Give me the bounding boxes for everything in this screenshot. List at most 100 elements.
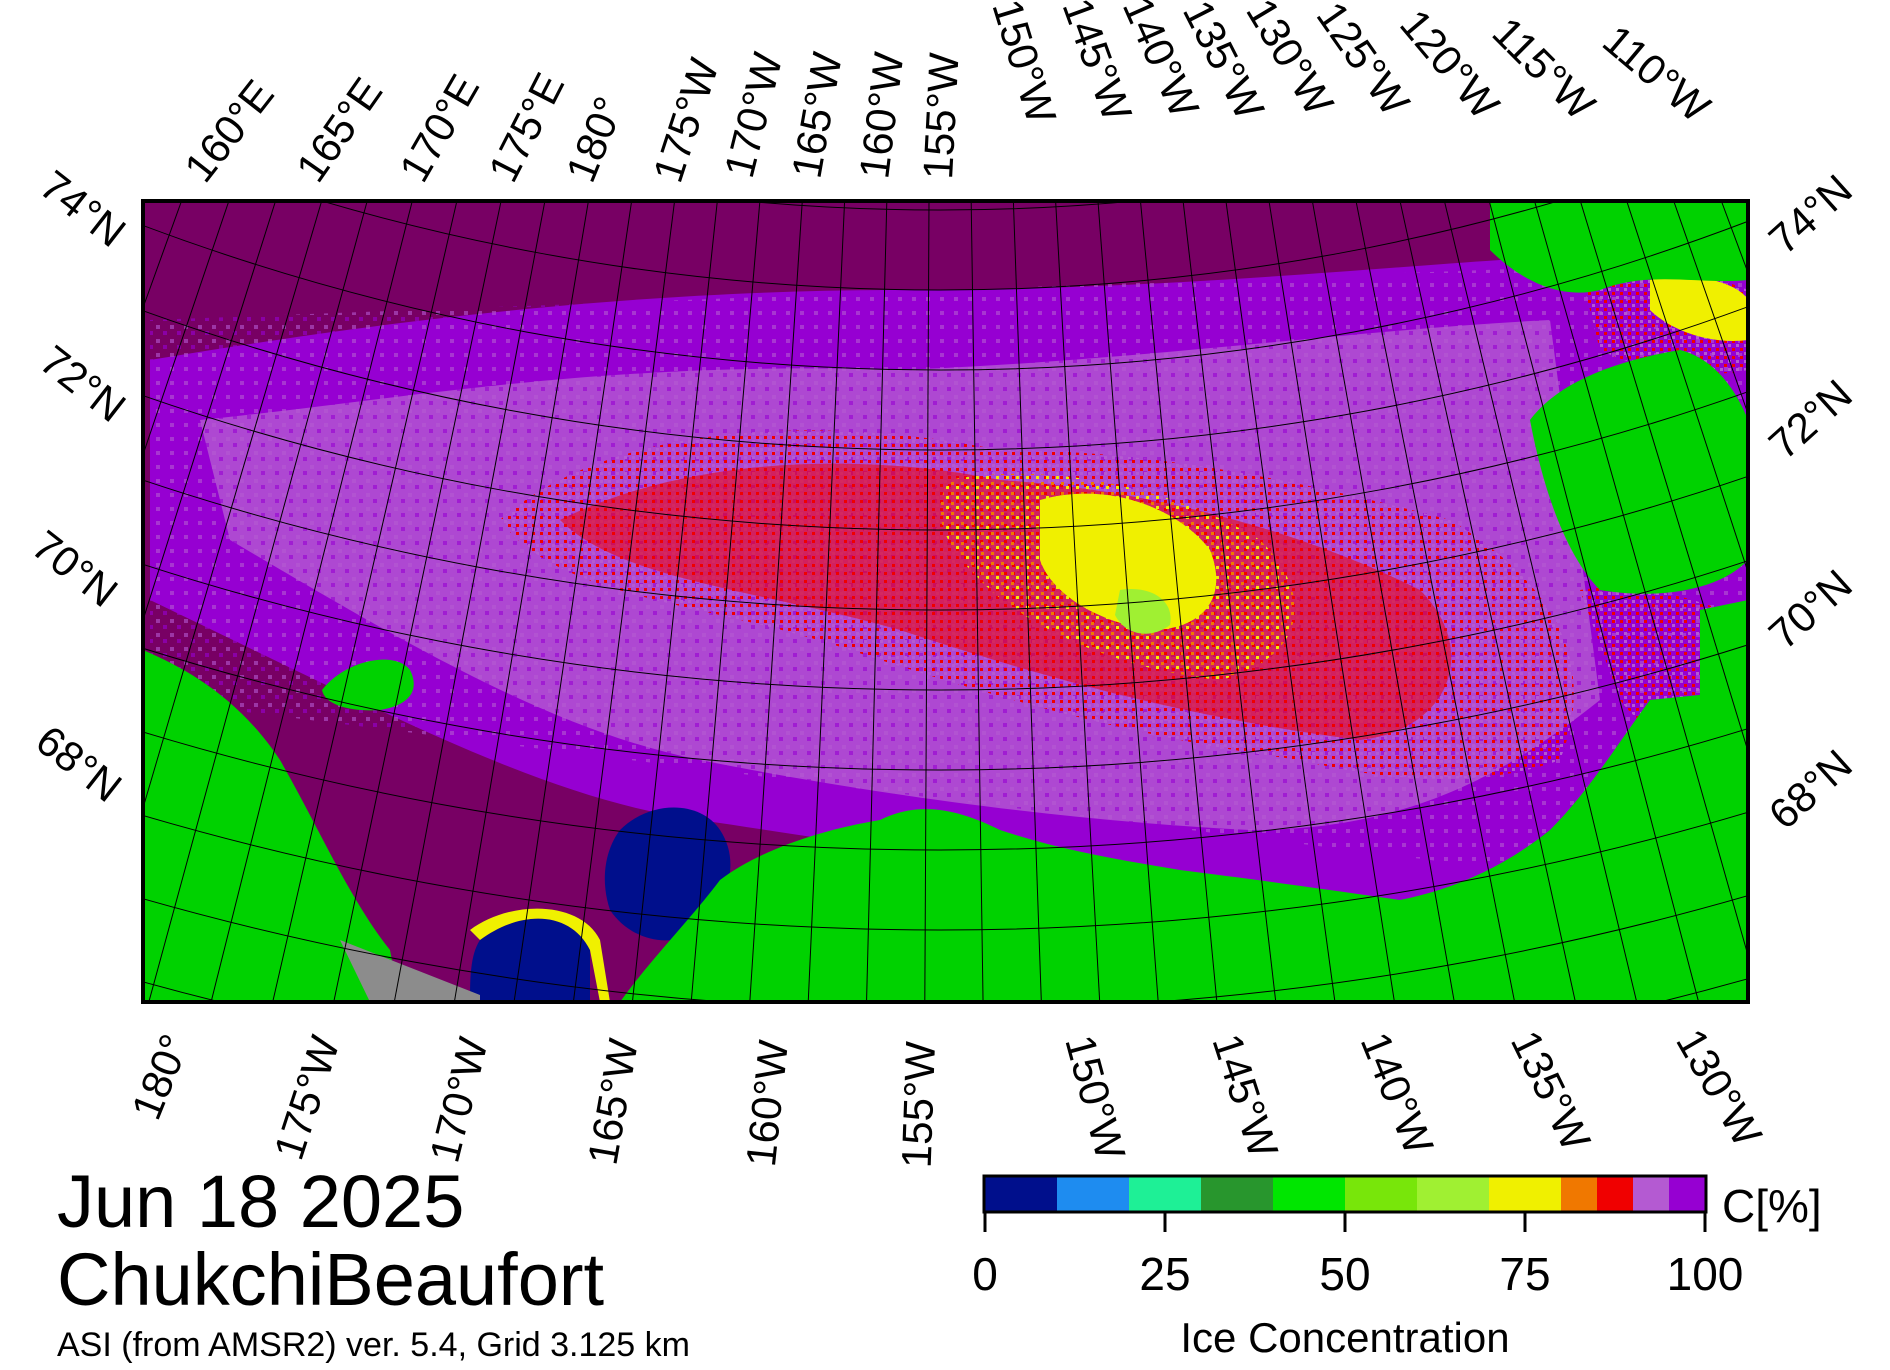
longitude-line	[333, 201, 502, 1002]
land-wrangel-island	[322, 659, 414, 711]
lon-label-bottom-165w: 165°W	[579, 1035, 647, 1168]
colorbar-tick-75: 75	[1499, 1248, 1550, 1300]
longitude-line	[1821, 0, 1890, 1062]
longitude-line	[631, 201, 718, 1002]
lat-label-74n-left: 74°N	[31, 161, 134, 256]
longitude-line	[1268, 201, 1395, 1002]
longitude-line	[272, 201, 458, 1002]
lon-label-bottom-160w: 160°W	[737, 1038, 797, 1169]
colorbar-tick-100: 100	[1667, 1248, 1744, 1300]
colorbar-bin	[1597, 1177, 1633, 1211]
lon-label-bottom-140w: 140°W	[1352, 1026, 1443, 1161]
left-lat-labels: 74°N 72°N 70°N 68°N	[23, 161, 134, 811]
longitude-line	[0, 0, 4, 1016]
land-siberia	[143, 650, 400, 1002]
longitude-line	[1055, 201, 1101, 1002]
colorbar-tick-25: 25	[1139, 1248, 1190, 1300]
source-line: ASI (from AMSR2) ver. 5.4, Grid 3.125 km	[57, 1326, 690, 1364]
longitude-line	[1534, 201, 1748, 958]
ice-ne-yellow	[1650, 276, 1748, 341]
longitude-line	[513, 201, 633, 1002]
right-lat-labels: 74°N 72°N 70°N 68°N	[1760, 165, 1861, 838]
longitude-line	[1488, 201, 1700, 1002]
lon-label-top-150w: 150°W	[983, 0, 1065, 129]
colorbar-tick-50: 50	[1319, 1248, 1370, 1300]
region-label: ChukchiBeaufort	[57, 1238, 605, 1321]
lon-label-bottom-130w: 130°W	[1667, 1021, 1771, 1154]
longitude-line	[924, 201, 930, 1002]
lat-label-72n-left: 72°N	[31, 336, 134, 431]
longitude-line	[1785, 0, 1890, 1091]
map-frame	[141, 199, 1750, 1004]
colorbar-tick-0: 0	[972, 1248, 998, 1300]
longitude-line	[690, 201, 761, 1002]
longitude-line	[749, 201, 803, 1002]
longitude-line	[143, 201, 277, 622]
longitude-line	[1311, 201, 1455, 1002]
ice-75-core	[1040, 493, 1217, 630]
longitude-line	[866, 201, 888, 1002]
land-north-islands	[1490, 201, 1748, 293]
colorbar-bin	[1273, 1177, 1345, 1211]
lon-label-top-120w: 120°W	[1391, 1, 1509, 128]
longitude-line	[1857, 0, 1890, 1032]
colorbar-ticks	[983, 1212, 1707, 1232]
longitude-line	[572, 201, 676, 1002]
colorbar-bin	[1201, 1177, 1273, 1211]
lon-label-top-170e: 170°E	[390, 67, 488, 190]
longitude-line	[210, 201, 413, 1002]
colorbar-bin	[1489, 1177, 1561, 1211]
longitude-line	[1355, 201, 1516, 1002]
longitude-line	[1097, 201, 1159, 1002]
lon-label-bottom-145w: 145°W	[1203, 1028, 1287, 1163]
colorbar-bin	[1417, 1177, 1489, 1211]
longitude-line	[1012, 201, 1042, 1002]
colorbar-unit: C[%]	[1722, 1180, 1822, 1232]
lon-label-top-165w: 165°W	[783, 48, 851, 181]
lon-label-bottom-150w: 150°W	[1056, 1030, 1134, 1165]
colorbar-bin	[1129, 1177, 1201, 1211]
lon-label-top-110w: 110°W	[1594, 16, 1719, 132]
colorbar-bin	[985, 1177, 1057, 1211]
lon-label-top-160e: 160°E	[175, 71, 283, 190]
bottom-lon-labels: 180° 175°W 170°W 165°W 160°W 155°W 150°W…	[122, 1021, 1771, 1169]
lon-label-bottom-135w: 135°W	[1502, 1023, 1600, 1158]
lon-label-top-180: 180°	[557, 90, 633, 188]
longitude-line	[970, 201, 984, 1002]
colorbar-bin	[1057, 1177, 1129, 1211]
lat-label-74n-right: 74°N	[1760, 165, 1861, 263]
land-no-data	[340, 940, 480, 1002]
colorbar-bin	[1669, 1177, 1705, 1211]
top-lon-labels: 160°E 165°E 170°E 175°E 180° 175°W 170°W…	[175, 0, 1719, 191]
lon-label-bottom-155w: 155°W	[893, 1040, 944, 1168]
colorbar-bins	[985, 1177, 1705, 1211]
longitude-line	[807, 201, 846, 1002]
longitude-line	[1182, 201, 1277, 1002]
lat-label-70n-left: 70°N	[23, 521, 126, 616]
longitude-line	[393, 201, 546, 1002]
land-victoria-island	[1700, 600, 1748, 700]
lat-label-68n-right: 68°N	[1760, 740, 1861, 838]
longitude-line	[1749, 0, 1890, 1118]
longitude-line	[1443, 201, 1638, 1002]
longitude-line	[148, 201, 368, 1002]
lat-label-68n-left: 68°N	[27, 716, 130, 811]
lat-label-72n-right: 72°N	[1760, 370, 1861, 468]
lon-label-bottom-170w: 170°W	[421, 1032, 497, 1166]
longitude-line	[1225, 201, 1336, 1002]
longitude-line	[1139, 201, 1218, 1002]
lon-label-top-115w: 115°W	[1484, 8, 1605, 129]
colorbar-bin	[1345, 1177, 1417, 1211]
longitude-line	[1579, 201, 1748, 753]
date-label: Jun 18 2025	[57, 1160, 465, 1243]
colorbar: 0 25 50 75 100 C[%] Ice Concentration	[972, 1174, 1822, 1361]
lon-label-bottom-180: 180°	[122, 1028, 198, 1126]
colorbar-bin	[1633, 1177, 1669, 1211]
longitude-line	[1399, 201, 1576, 1002]
land-banks-island	[1530, 350, 1748, 594]
longitude-line	[1626, 201, 1748, 574]
colorbar-bin	[1561, 1177, 1597, 1211]
